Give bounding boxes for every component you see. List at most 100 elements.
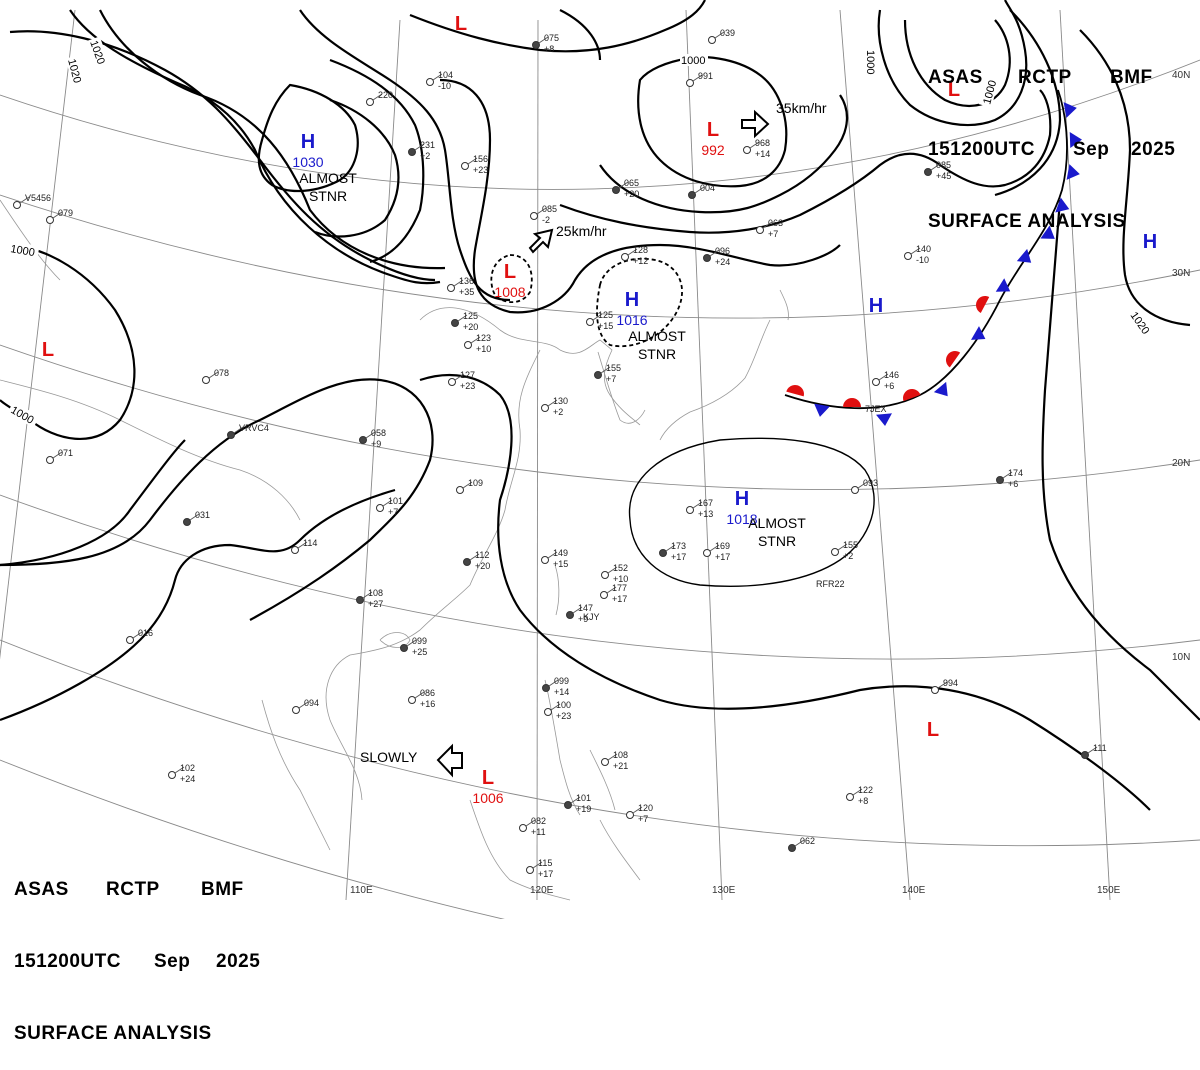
station-value: +16 [420, 699, 435, 709]
station-value: 146 [884, 370, 899, 380]
meridian-line [536, 19, 539, 901]
station-marker [1081, 746, 1098, 759]
low-pressure-center: L [482, 767, 494, 789]
station-value: +7 [638, 814, 648, 824]
dashed-isobars [490, 254, 683, 348]
station-value: 085 [936, 160, 951, 170]
station-value: RFR22 [816, 579, 845, 589]
station-value: +20 [475, 561, 490, 571]
warm-front-semicircle [976, 296, 990, 313]
center-pressure-value: 1006 [472, 790, 503, 806]
latitude-label: 30N [1172, 268, 1190, 279]
cold-front-triangle [1063, 102, 1077, 118]
header-bottom-left: ASAS RCTP BMF 151200UTC Sep 2025 SURFACE ANA… [14, 830, 274, 1070]
station-marker [168, 766, 185, 779]
station-value: 065 [624, 178, 639, 188]
station-marker [626, 806, 643, 819]
station-value: +15 [598, 321, 613, 331]
longitude-label: 120E [530, 885, 554, 896]
station-marker [924, 163, 941, 176]
header-agency: ASAS [14, 879, 69, 900]
high-pressure-center: H [1143, 231, 1157, 253]
station-value: KJY [583, 612, 600, 622]
station-value: 123 [476, 333, 491, 343]
station-value: +14 [755, 149, 770, 159]
map-labels: 110E 120E 130E 140E 150E40N30N20N10N10201020… [7, 13, 1190, 896]
station-marker [463, 553, 480, 566]
station-value: 112 [475, 550, 489, 560]
surface-analysis-map: 110E 120E 130E 140E 150E40N30N20N10N10201020… [0, 0, 1200, 919]
station-marker [451, 314, 468, 327]
isobar [409, 0, 706, 53]
isobar [559, 9, 602, 61]
isobar [0, 378, 434, 621]
low-pressure-center: L [948, 79, 960, 101]
station-marker [621, 248, 638, 261]
station-value: 130 [553, 396, 568, 406]
station-value: 082 [531, 816, 546, 826]
station-value: +7 [388, 507, 398, 517]
station-value: 177 [612, 583, 627, 593]
station-marker [46, 451, 63, 464]
meridian-line [1059, 9, 1111, 901]
station-value: 147 [578, 603, 593, 613]
station-value: 125 [598, 310, 613, 320]
station-value: +8 [544, 44, 554, 54]
header-station: RCTP [106, 879, 160, 900]
longitude-label: 150E [1097, 885, 1121, 896]
station-value: +9 [578, 614, 588, 624]
thin-isobars [628, 437, 875, 587]
station-value: VRVC4 [239, 423, 269, 433]
station-value: +13 [698, 509, 713, 519]
station-value: +2 [553, 407, 563, 417]
station-value: +20 [463, 322, 478, 332]
station-value: +17 [538, 869, 553, 879]
coastline-taiwan [554, 564, 560, 616]
header-title: SURFACE ANALYSIS [928, 211, 1126, 232]
isobar [257, 83, 359, 193]
station-value: 156 [473, 154, 488, 164]
station-marker [426, 73, 443, 86]
station-marker [400, 639, 417, 652]
header-title: SURFACE ANALYSIS [14, 1023, 212, 1044]
station-marker [366, 93, 383, 106]
cold-front-triangle [933, 381, 948, 397]
isobar-label: 1000 [681, 55, 705, 67]
isobar [299, 9, 511, 302]
station-value: +20 [624, 189, 639, 199]
stationary-front [784, 89, 1068, 410]
parallel-line [0, 494, 1200, 660]
station-value: +9 [371, 439, 381, 449]
dashed-isobar [596, 257, 683, 348]
header-station: RCTP [1018, 67, 1072, 88]
station-marker [408, 691, 425, 704]
isobar [439, 78, 841, 314]
header-top-right: ASAS RCTP BMF 151200UTC Sep 2025 SURFACE ANA… [928, 18, 1178, 258]
movement-note: ALMOST [299, 170, 357, 186]
high-pressure-center: H [735, 488, 749, 510]
station-marker [408, 143, 425, 156]
station-value: +17 [612, 594, 627, 604]
cold-front-triangle [876, 413, 892, 426]
station-marker [601, 753, 618, 766]
cold-front-symbols [814, 102, 1082, 426]
movement-speed-label: SLOWLY [360, 749, 418, 765]
station-marker [532, 36, 549, 49]
station-marker [292, 701, 309, 714]
isobar [69, 9, 441, 285]
isobar [1079, 29, 1191, 327]
station-value: +10 [613, 574, 628, 584]
coastline-philippines [544, 679, 641, 881]
movement-arrow-icon [741, 109, 770, 139]
coastline [0, 199, 789, 901]
cold-front-triangle [1066, 164, 1080, 180]
station-value: +11 [531, 827, 546, 837]
station-value: 140 [916, 244, 931, 254]
station-marker [904, 247, 921, 260]
station-marker [542, 679, 559, 692]
isobar [419, 373, 1151, 811]
station-marker [659, 544, 676, 557]
station-value: 086 [420, 688, 435, 698]
low-pressure-center: L [504, 261, 516, 283]
station-value: +27 [368, 599, 383, 609]
